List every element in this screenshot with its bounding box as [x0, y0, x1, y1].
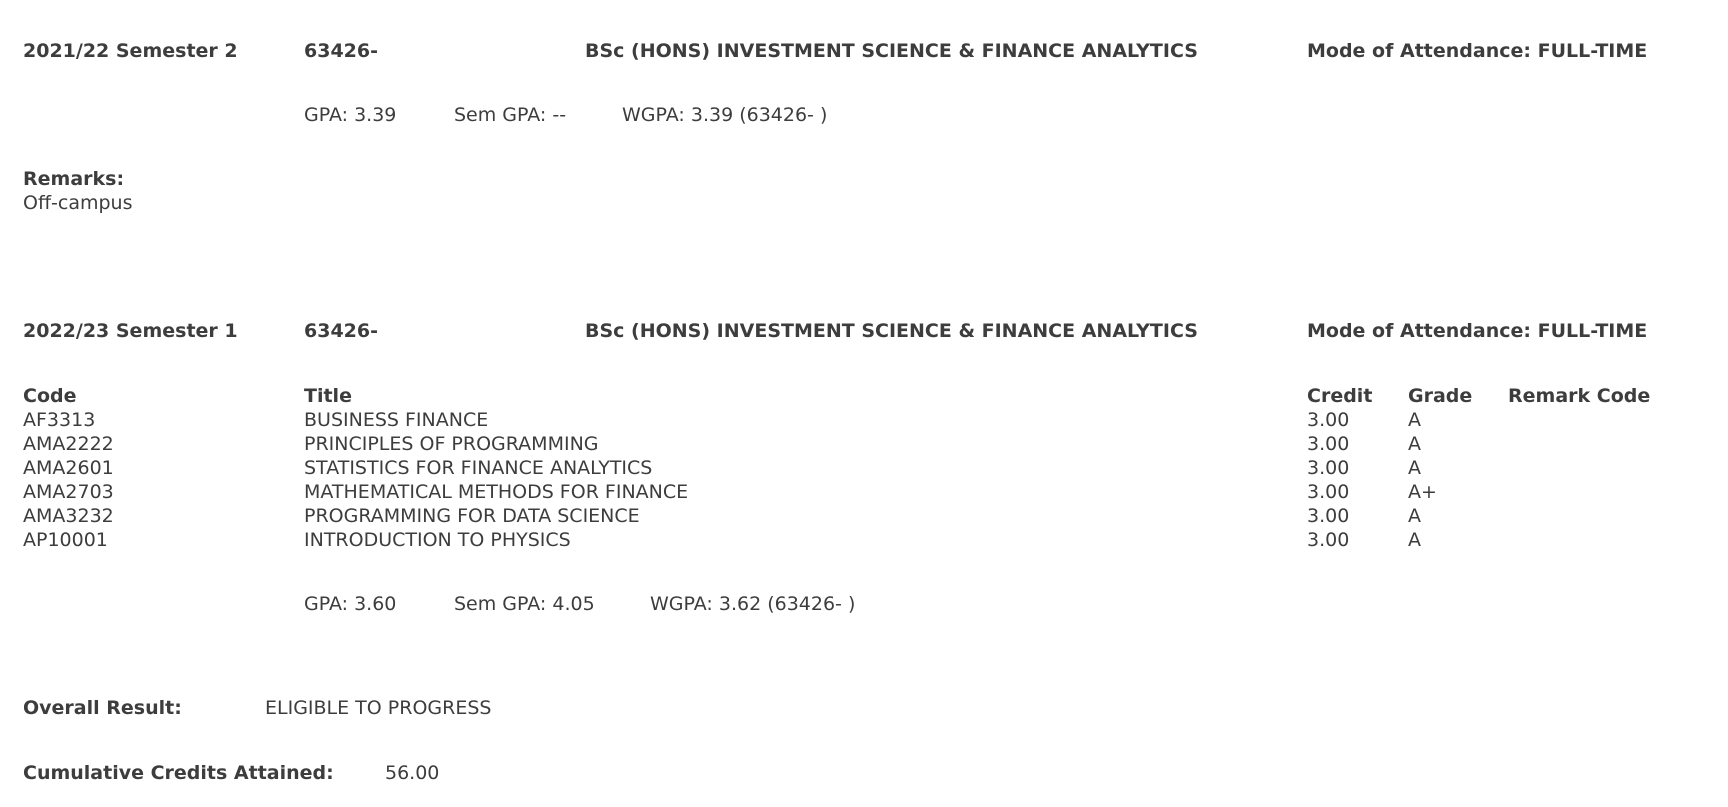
- course-credit: 3.00: [1307, 481, 1350, 503]
- course-credit: 3.00: [1307, 505, 1350, 527]
- mode-of-attendance: Mode of Attendance: FULL-TIME: [1307, 39, 1647, 63]
- course-grade: A: [1408, 505, 1421, 527]
- wgpa: WGPA: 3.39 (63426- ): [622, 104, 828, 126]
- column-header-credit: Credit: [1307, 385, 1373, 407]
- semester-term: 2022/23 Semester 1: [23, 320, 238, 342]
- course-title: STATISTICS FOR FINANCE ANALYTICS: [304, 457, 653, 479]
- course-credit: 3.00: [1307, 457, 1350, 479]
- program-name: BSc (HONS) INVESTMENT SCIENCE & FINANCE …: [585, 320, 1198, 342]
- program-name: BSc (HONS) INVESTMENT SCIENCE & FINANCE …: [585, 40, 1198, 62]
- course-grade: A: [1408, 529, 1421, 551]
- course-credit: 3.00: [1307, 433, 1350, 455]
- program-code: 63426-: [304, 320, 378, 342]
- course-grade: A: [1408, 409, 1421, 431]
- mode-of-attendance: Mode of Attendance: FULL-TIME: [1307, 319, 1647, 343]
- mode-value: FULL-TIME: [1537, 40, 1648, 62]
- course-title: BUSINESS FINANCE: [304, 409, 489, 431]
- course-title: PRINCIPLES OF PROGRAMMING: [304, 433, 599, 455]
- cumulative-credits-label: Cumulative Credits Attained:: [23, 762, 334, 784]
- course-title: INTRODUCTION TO PHYSICS: [304, 529, 571, 551]
- overall-result-label: Overall Result:: [23, 697, 182, 719]
- course-code: AP10001: [23, 529, 108, 551]
- remarks-value: Off-campus: [23, 192, 133, 214]
- course-code: AMA3232: [23, 505, 114, 527]
- gpa: GPA: 3.60: [304, 593, 397, 615]
- gpa: GPA: 3.39: [304, 104, 397, 126]
- program-code: 63426-: [304, 40, 378, 62]
- sem-gpa: Sem GPA: 4.05: [454, 593, 595, 615]
- column-header-grade: Grade: [1408, 385, 1473, 407]
- wgpa: WGPA: 3.62 (63426- ): [650, 593, 856, 615]
- course-code: AMA2222: [23, 433, 114, 455]
- mode-label: Mode of Attendance:: [1307, 40, 1531, 62]
- cumulative-credits-value: 56.00: [385, 762, 440, 784]
- overall-result-value: ELIGIBLE TO PROGRESS: [265, 697, 492, 719]
- mode-value: FULL-TIME: [1537, 320, 1648, 342]
- remarks-label: Remarks:: [23, 168, 125, 190]
- course-credit: 3.00: [1307, 409, 1350, 431]
- course-code: AF3313: [23, 409, 96, 431]
- sem-gpa: Sem GPA: --: [454, 104, 567, 126]
- course-credit: 3.00: [1307, 529, 1350, 551]
- course-code: AMA2703: [23, 481, 114, 503]
- course-title: PROGRAMMING FOR DATA SCIENCE: [304, 505, 640, 527]
- course-grade: A: [1408, 433, 1421, 455]
- course-grade: A: [1408, 457, 1421, 479]
- course-grade: A+: [1408, 481, 1437, 503]
- column-header-title: Title: [304, 385, 352, 407]
- mode-label: Mode of Attendance:: [1307, 320, 1531, 342]
- course-title: MATHEMATICAL METHODS FOR FINANCE: [304, 481, 689, 503]
- column-header-code: Code: [23, 385, 77, 407]
- semester-term: 2021/22 Semester 2: [23, 40, 238, 62]
- course-code: AMA2601: [23, 457, 114, 479]
- column-header-remark-code: Remark Code: [1508, 385, 1651, 407]
